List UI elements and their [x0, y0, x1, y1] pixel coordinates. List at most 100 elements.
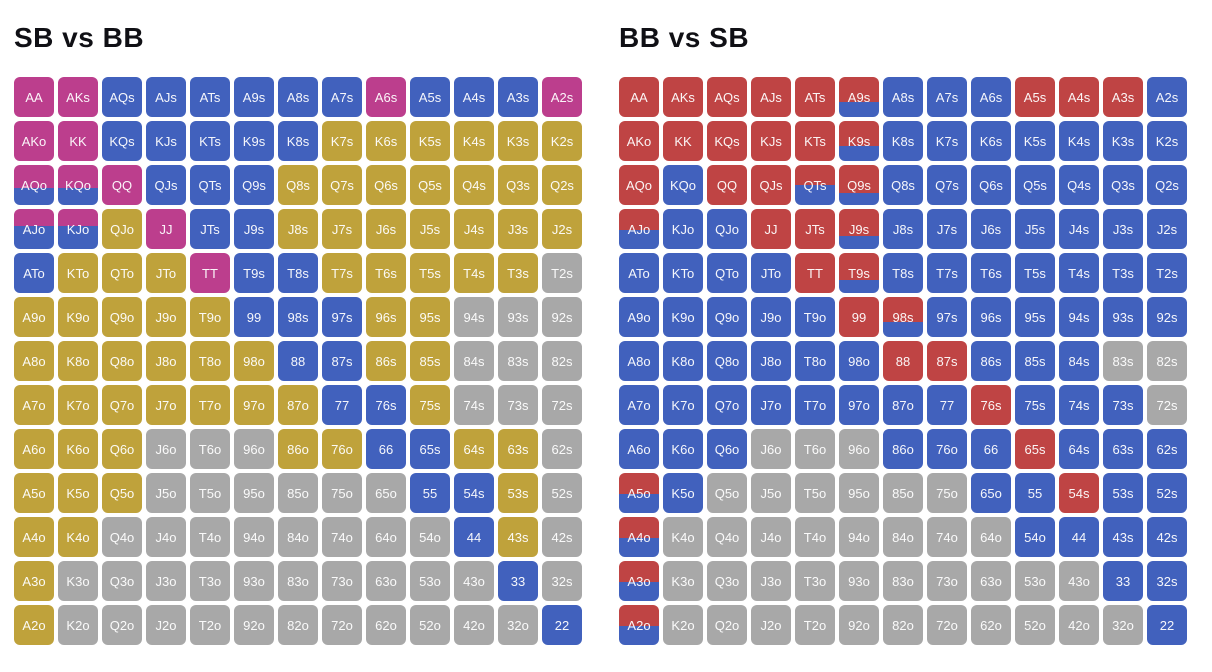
hand-cell-63o[interactable]: 63o [366, 561, 406, 601]
hand-cell-q9o[interactable]: Q9o [707, 297, 747, 337]
hand-cell-a2s[interactable]: A2s [542, 77, 582, 117]
hand-cell-ako[interactable]: AKo [619, 121, 659, 161]
hand-cell-k9s[interactable]: K9s [839, 121, 879, 161]
hand-cell-75o[interactable]: 75o [322, 473, 362, 513]
hand-cell-a9s[interactable]: A9s [839, 77, 879, 117]
hand-cell-j7s[interactable]: J7s [927, 209, 967, 249]
hand-cell-j3o[interactable]: J3o [146, 561, 186, 601]
hand-cell-22[interactable]: 22 [542, 605, 582, 645]
hand-cell-k3o[interactable]: K3o [58, 561, 98, 601]
hand-cell-q6s[interactable]: Q6s [366, 165, 406, 205]
hand-cell-kjo[interactable]: KJo [663, 209, 703, 249]
hand-cell-a7o[interactable]: A7o [14, 385, 54, 425]
hand-cell-kk[interactable]: KK [58, 121, 98, 161]
hand-cell-84s[interactable]: 84s [1059, 341, 1099, 381]
hand-cell-73o[interactable]: 73o [322, 561, 362, 601]
hand-cell-jto[interactable]: JTo [751, 253, 791, 293]
hand-cell-j9o[interactable]: J9o [146, 297, 186, 337]
hand-cell-j6s[interactable]: J6s [971, 209, 1011, 249]
hand-cell-52s[interactable]: 52s [1147, 473, 1187, 513]
hand-cell-92s[interactable]: 92s [542, 297, 582, 337]
hand-cell-96s[interactable]: 96s [366, 297, 406, 337]
hand-cell-74o[interactable]: 74o [927, 517, 967, 557]
hand-cell-82o[interactable]: 82o [278, 605, 318, 645]
hand-cell-kjo[interactable]: KJo [58, 209, 98, 249]
hand-cell-qjo[interactable]: QJo [707, 209, 747, 249]
hand-cell-t2s[interactable]: T2s [1147, 253, 1187, 293]
hand-cell-j7o[interactable]: J7o [751, 385, 791, 425]
hand-cell-a3s[interactable]: A3s [1103, 77, 1143, 117]
hand-cell-64s[interactable]: 64s [454, 429, 494, 469]
hand-cell-44[interactable]: 44 [454, 517, 494, 557]
hand-cell-j7o[interactable]: J7o [146, 385, 186, 425]
hand-cell-64o[interactable]: 64o [366, 517, 406, 557]
hand-cell-77[interactable]: 77 [927, 385, 967, 425]
hand-cell-ats[interactable]: ATs [190, 77, 230, 117]
hand-cell-a3o[interactable]: A3o [14, 561, 54, 601]
hand-cell-j4s[interactable]: J4s [454, 209, 494, 249]
hand-cell-42o[interactable]: 42o [454, 605, 494, 645]
hand-cell-j5s[interactable]: J5s [1015, 209, 1055, 249]
hand-cell-q5s[interactable]: Q5s [410, 165, 450, 205]
hand-cell-52s[interactable]: 52s [542, 473, 582, 513]
hand-cell-22[interactable]: 22 [1147, 605, 1187, 645]
hand-cell-82s[interactable]: 82s [542, 341, 582, 381]
hand-cell-jj[interactable]: JJ [751, 209, 791, 249]
hand-cell-qto[interactable]: QTo [102, 253, 142, 293]
hand-cell-93o[interactable]: 93o [839, 561, 879, 601]
hand-cell-ako[interactable]: AKo [14, 121, 54, 161]
hand-cell-k3s[interactable]: K3s [498, 121, 538, 161]
hand-cell-j8s[interactable]: J8s [883, 209, 923, 249]
hand-cell-97s[interactable]: 97s [927, 297, 967, 337]
hand-cell-88[interactable]: 88 [883, 341, 923, 381]
hand-cell-66[interactable]: 66 [971, 429, 1011, 469]
hand-cell-94o[interactable]: 94o [234, 517, 274, 557]
hand-cell-k4s[interactable]: K4s [454, 121, 494, 161]
hand-cell-q2o[interactable]: Q2o [707, 605, 747, 645]
hand-cell-95s[interactable]: 95s [410, 297, 450, 337]
hand-cell-97o[interactable]: 97o [839, 385, 879, 425]
hand-cell-j6o[interactable]: J6o [751, 429, 791, 469]
hand-cell-k5o[interactable]: K5o [663, 473, 703, 513]
hand-cell-jts[interactable]: JTs [795, 209, 835, 249]
hand-cell-66[interactable]: 66 [366, 429, 406, 469]
hand-cell-t8s[interactable]: T8s [278, 253, 318, 293]
hand-cell-q5s[interactable]: Q5s [1015, 165, 1055, 205]
hand-cell-54o[interactable]: 54o [410, 517, 450, 557]
hand-cell-t3s[interactable]: T3s [498, 253, 538, 293]
hand-cell-k2o[interactable]: K2o [663, 605, 703, 645]
hand-cell-kqs[interactable]: KQs [707, 121, 747, 161]
hand-cell-87s[interactable]: 87s [322, 341, 362, 381]
hand-cell-32o[interactable]: 32o [1103, 605, 1143, 645]
hand-cell-ato[interactable]: ATo [14, 253, 54, 293]
hand-cell-a8s[interactable]: A8s [883, 77, 923, 117]
hand-cell-t9o[interactable]: T9o [190, 297, 230, 337]
hand-cell-ajo[interactable]: AJo [619, 209, 659, 249]
hand-cell-q9o[interactable]: Q9o [102, 297, 142, 337]
hand-cell-jto[interactable]: JTo [146, 253, 186, 293]
hand-cell-54s[interactable]: 54s [454, 473, 494, 513]
hand-cell-aqs[interactable]: AQs [707, 77, 747, 117]
hand-cell-t8o[interactable]: T8o [190, 341, 230, 381]
hand-cell-76o[interactable]: 76o [322, 429, 362, 469]
hand-cell-a5o[interactable]: A5o [14, 473, 54, 513]
hand-cell-k8o[interactable]: K8o [663, 341, 703, 381]
hand-cell-q4s[interactable]: Q4s [454, 165, 494, 205]
hand-cell-qto[interactable]: QTo [707, 253, 747, 293]
hand-cell-k8o[interactable]: K8o [58, 341, 98, 381]
hand-cell-q4s[interactable]: Q4s [1059, 165, 1099, 205]
hand-cell-q8o[interactable]: Q8o [102, 341, 142, 381]
hand-cell-j6o[interactable]: J6o [146, 429, 186, 469]
hand-cell-83s[interactable]: 83s [1103, 341, 1143, 381]
hand-cell-k6o[interactable]: K6o [58, 429, 98, 469]
hand-cell-99[interactable]: 99 [234, 297, 274, 337]
hand-cell-qjs[interactable]: QJs [146, 165, 186, 205]
hand-cell-98o[interactable]: 98o [839, 341, 879, 381]
hand-cell-q6o[interactable]: Q6o [102, 429, 142, 469]
hand-cell-q9s[interactable]: Q9s [234, 165, 274, 205]
hand-cell-k7s[interactable]: K7s [927, 121, 967, 161]
hand-cell-k9o[interactable]: K9o [58, 297, 98, 337]
hand-cell-44[interactable]: 44 [1059, 517, 1099, 557]
hand-cell-a4s[interactable]: A4s [1059, 77, 1099, 117]
hand-cell-a3o[interactable]: A3o [619, 561, 659, 601]
